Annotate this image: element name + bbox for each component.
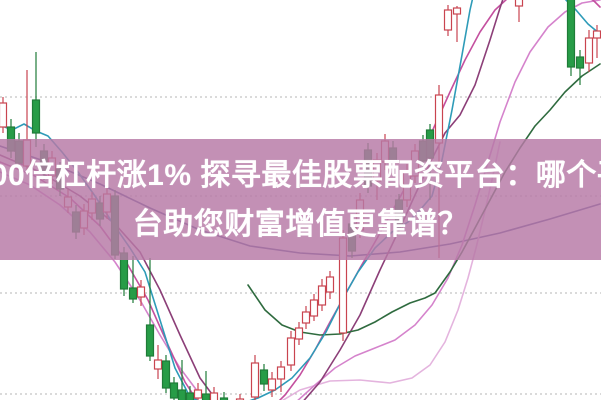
headline-line-2: 台助您财富增值更靠谱？ [132, 207, 469, 241]
headline-line-1: 100倍杠杆涨1% 探寻最佳股票配资平台：哪个平 [0, 158, 601, 192]
headline-banner: 100倍杠杆涨1% 探寻最佳股票配资平台：哪个平 台助您财富增值更靠谱？ [0, 139, 601, 260]
